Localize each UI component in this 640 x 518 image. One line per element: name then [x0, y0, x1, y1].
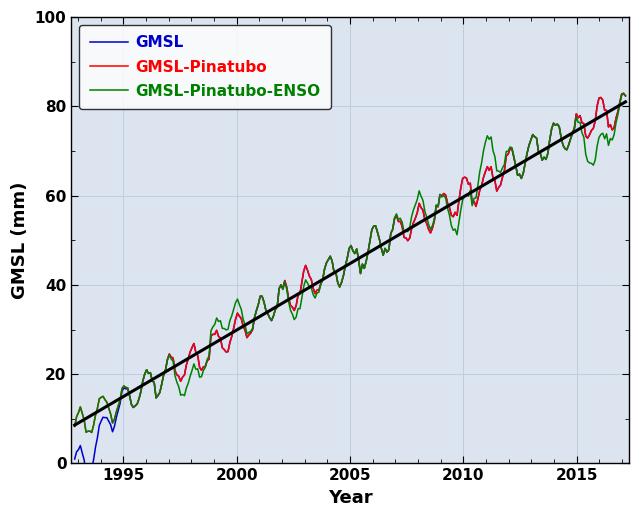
- Line: GMSL: GMSL: [75, 93, 625, 472]
- Y-axis label: GMSL (mm): GMSL (mm): [11, 182, 29, 299]
- Legend: GMSL, GMSL-Pinatubo, GMSL-Pinatubo-ENSO: GMSL, GMSL-Pinatubo, GMSL-Pinatubo-ENSO: [79, 25, 332, 109]
- GMSL-Pinatubo-ENSO: [356, 270, 364, 277]
- Line: GMSL-Pinatubo: GMSL-Pinatubo: [75, 93, 625, 433]
- GMSL: [389, 226, 397, 233]
- GMSL-Pinatubo-ENSO: [621, 93, 629, 99]
- Line: GMSL-Pinatubo-ENSO: GMSL-Pinatubo-ENSO: [75, 94, 625, 433]
- GMSL-Pinatubo: [71, 423, 79, 429]
- GMSL: [356, 270, 364, 277]
- GMSL-Pinatubo-ENSO: [214, 319, 222, 325]
- GMSL: [71, 456, 79, 462]
- GMSL-Pinatubo: [356, 270, 364, 277]
- GMSL-Pinatubo-ENSO: [88, 429, 95, 436]
- GMSL-Pinatubo-ENSO: [71, 423, 79, 429]
- GMSL-Pinatubo: [614, 108, 621, 114]
- GMSL-Pinatubo: [621, 93, 629, 99]
- GMSL-Pinatubo: [218, 344, 226, 351]
- GMSL-Pinatubo: [260, 299, 268, 305]
- GMSL-Pinatubo-ENSO: [614, 111, 621, 118]
- GMSL-Pinatubo-ENSO: [620, 91, 627, 97]
- GMSL: [620, 90, 627, 96]
- GMSL-Pinatubo: [620, 90, 627, 96]
- GMSL-Pinatubo: [389, 226, 397, 233]
- GMSL: [614, 108, 621, 114]
- X-axis label: Year: Year: [328, 489, 372, 507]
- GMSL-Pinatubo: [214, 333, 222, 339]
- GMSL: [82, 469, 90, 476]
- GMSL-Pinatubo-ENSO: [389, 226, 397, 232]
- GMSL: [214, 333, 222, 339]
- GMSL-Pinatubo-ENSO: [218, 325, 226, 332]
- GMSL: [260, 299, 268, 305]
- GMSL-Pinatubo-ENSO: [260, 299, 268, 305]
- GMSL-Pinatubo: [88, 429, 95, 436]
- GMSL: [218, 344, 226, 351]
- GMSL: [621, 93, 629, 99]
